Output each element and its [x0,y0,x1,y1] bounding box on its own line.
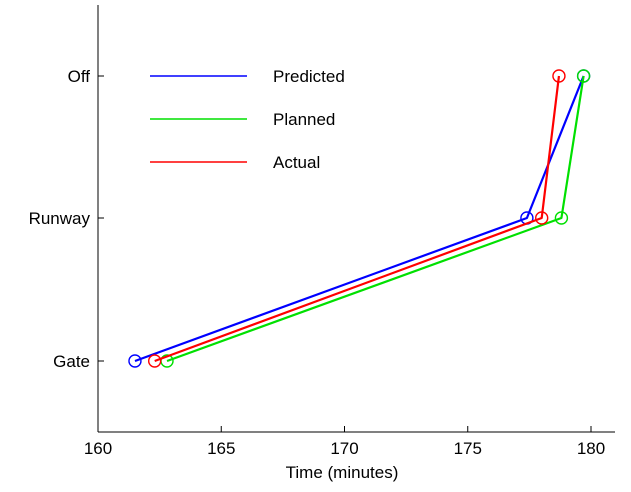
x-tick-label-160: 160 [84,439,112,458]
legend-label-actual: Actual [273,153,320,172]
series-line-predicted [134,75,585,363]
legend-label-planned: Planned [273,110,335,129]
x-tick-label-170: 170 [330,439,358,458]
x-tick-label-165: 165 [207,439,235,458]
ticks-layer: 160 165 170 175 180 Gate Runway Off [29,67,606,458]
y-tick-label-runway: Runway [29,209,91,228]
legend-label-predicted: Predicted [273,67,345,86]
point-actual-gate [147,354,162,368]
point-planned-runway [554,211,569,225]
series-line-actual [154,75,561,363]
point-planned-off [576,69,591,83]
x-tick-label-180: 180 [577,439,605,458]
y-tick-label-off: Off [68,67,91,86]
series-layer [128,69,591,368]
y-tick-label-gate: Gate [53,352,90,371]
x-axis-label: Time (minutes) [286,463,399,482]
legend: Predicted Planned Actual [150,67,345,172]
point-predicted-gate [128,354,142,368]
x-tick-label-175: 175 [454,439,482,458]
point-actual-runway [535,211,549,225]
point-actual-off [552,69,566,83]
series-line-planned [166,75,585,363]
